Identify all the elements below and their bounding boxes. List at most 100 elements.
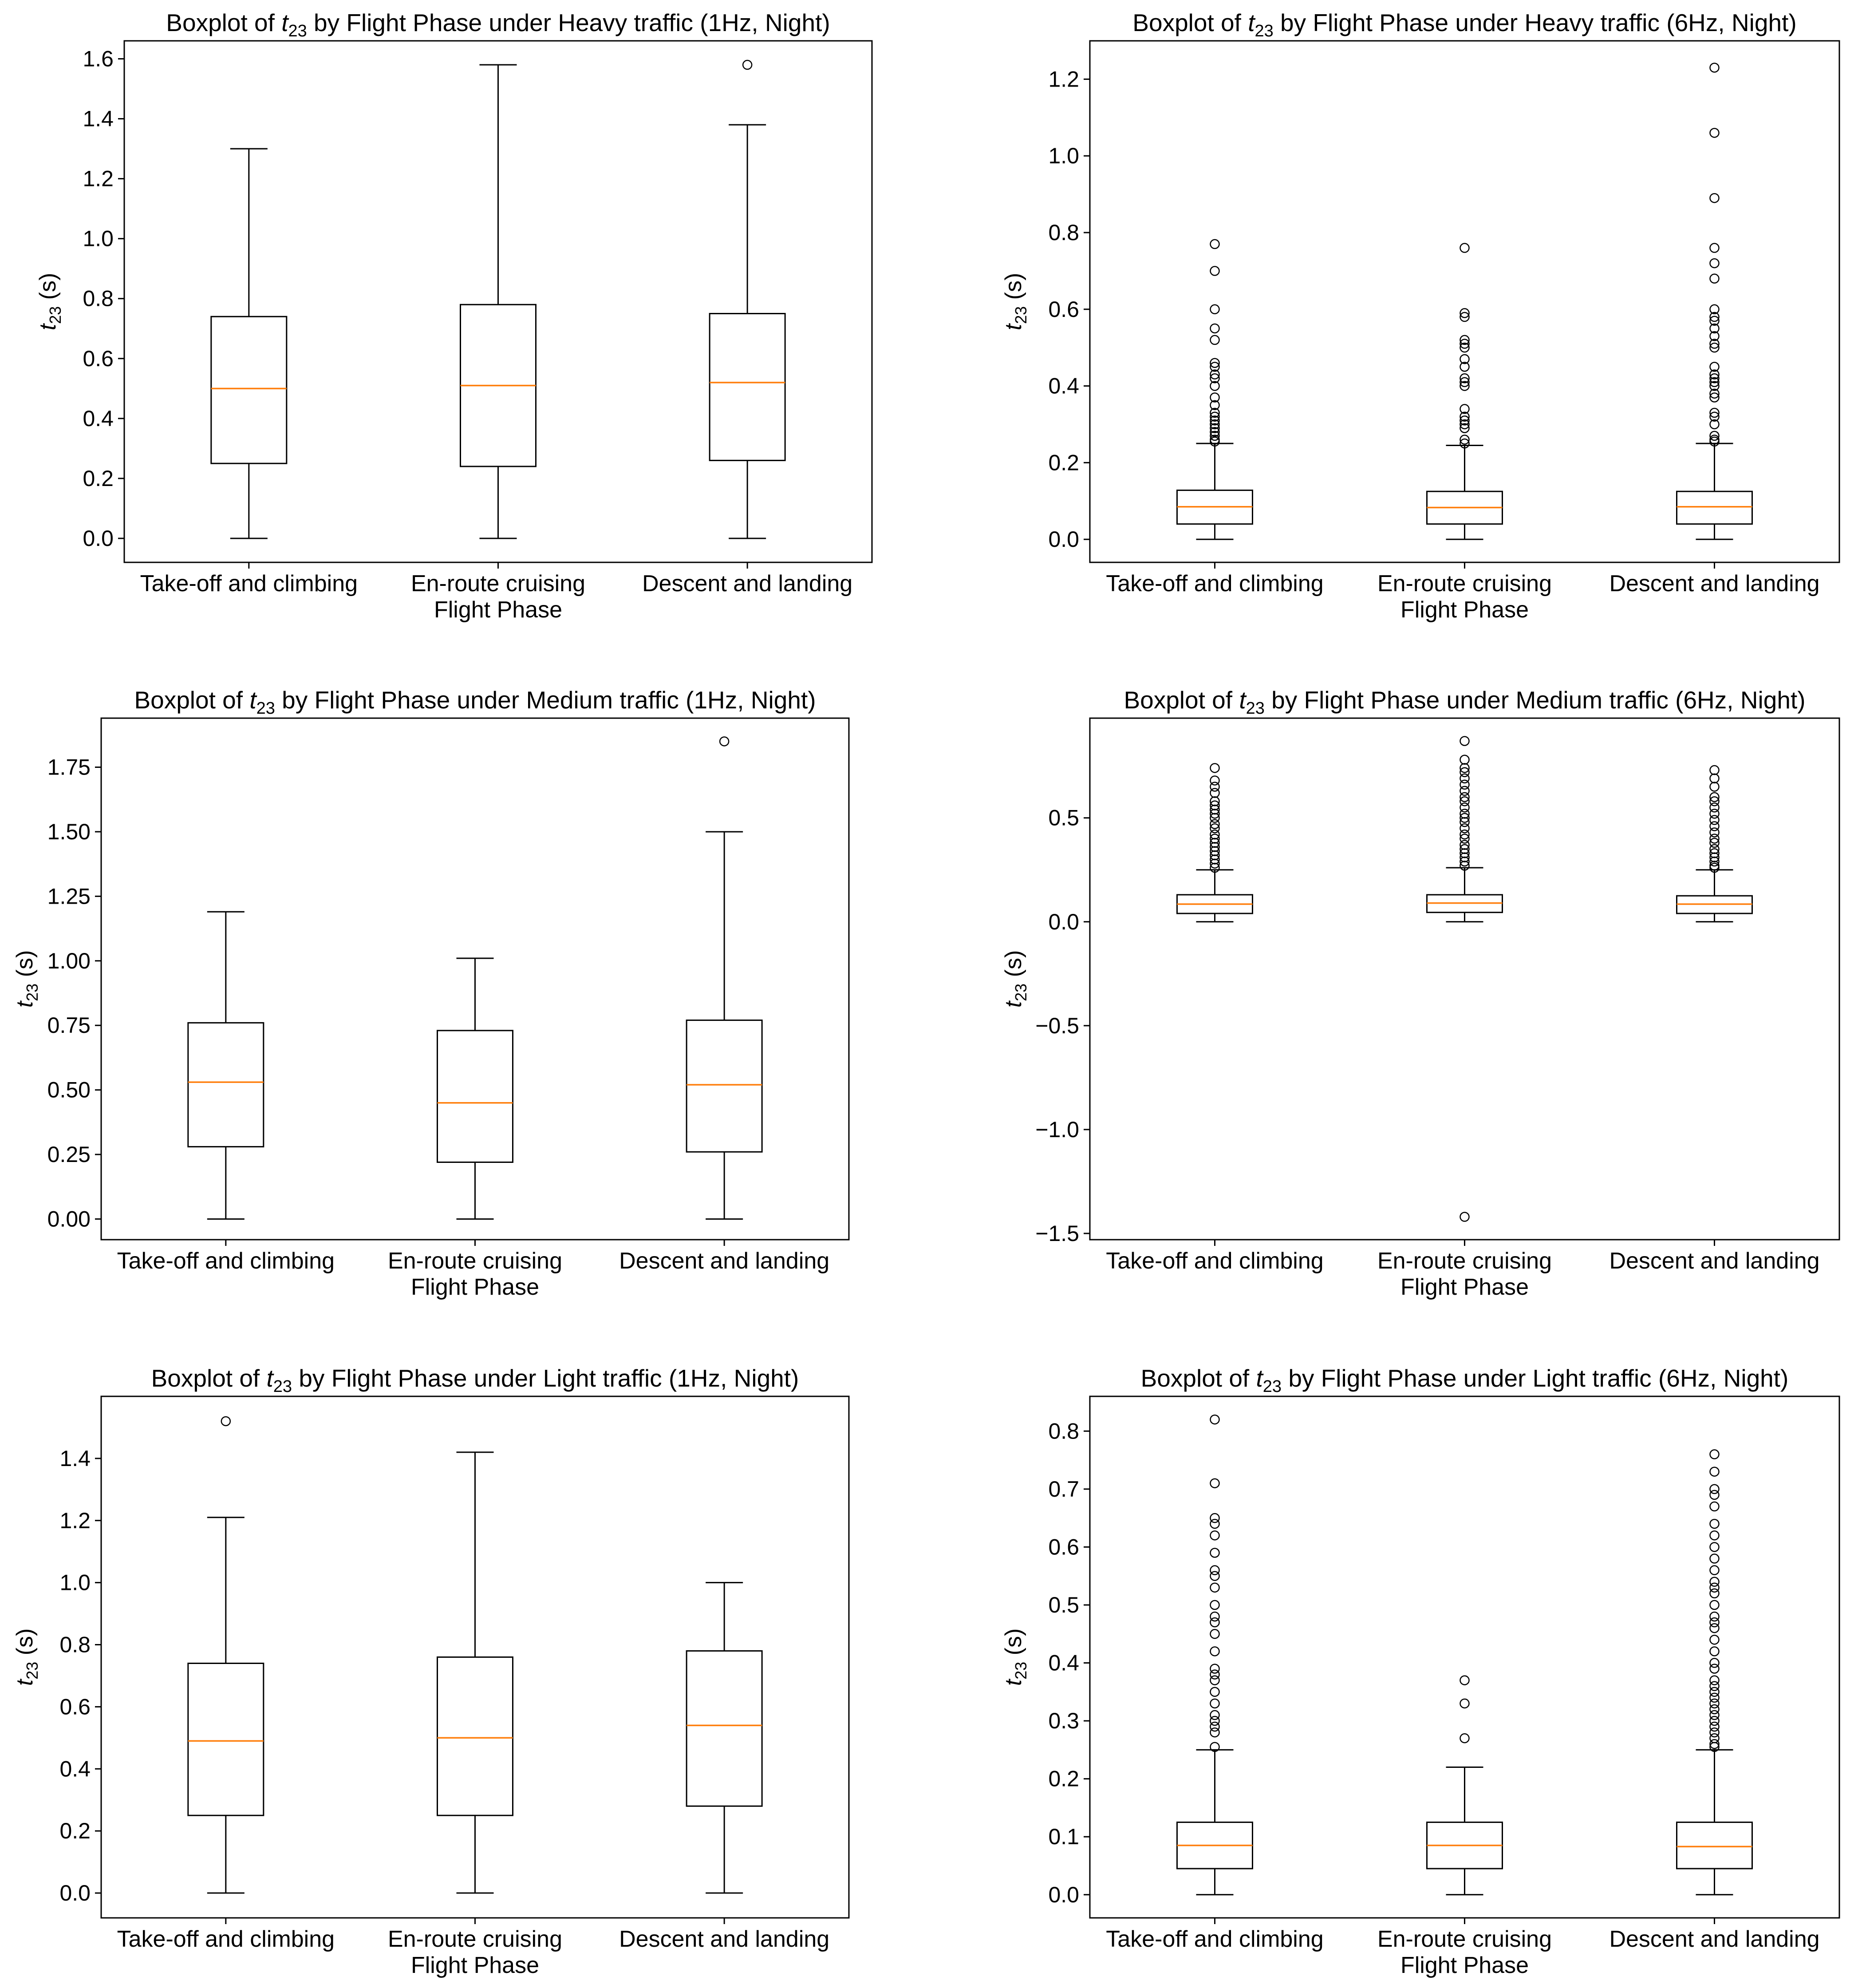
outlier-point bbox=[1709, 852, 1720, 862]
outlier-point bbox=[221, 1416, 231, 1427]
outlier-point bbox=[1210, 809, 1220, 819]
y-tick-label: 1.00 bbox=[47, 949, 91, 973]
outlier-point bbox=[1210, 1698, 1220, 1709]
outlier-point bbox=[1709, 1675, 1720, 1685]
outlier-point bbox=[1709, 827, 1720, 838]
outlier-point bbox=[1210, 1617, 1220, 1628]
outlier-point bbox=[1210, 842, 1220, 852]
outlier-point bbox=[1210, 1742, 1220, 1752]
plot-frame bbox=[100, 1395, 850, 1919]
outlier-point bbox=[1460, 335, 1470, 345]
outlier-point bbox=[1210, 775, 1220, 786]
title-symbol: t bbox=[249, 686, 257, 714]
outlier-point bbox=[1709, 1739, 1720, 1749]
x-tick-label: Take-off and climbing bbox=[140, 571, 358, 597]
outlier-point bbox=[1210, 400, 1220, 411]
y-tick-label: 1.4 bbox=[59, 1446, 91, 1471]
outlier-point bbox=[1210, 838, 1220, 848]
outlier-point bbox=[1460, 755, 1470, 765]
outlier-point bbox=[1709, 848, 1720, 858]
outlier-point bbox=[1709, 834, 1720, 844]
y-tick-label: 1.0 bbox=[1048, 143, 1079, 168]
outlier-point bbox=[1709, 1635, 1720, 1645]
x-axis-label: Flight Phase bbox=[1400, 1952, 1529, 1978]
chart-panel: Boxplot of t23 by Flight Phase under Med… bbox=[12, 686, 850, 1300]
y-axis-unit: (s) bbox=[35, 273, 61, 306]
outlier-point bbox=[1210, 829, 1220, 840]
outlier-point bbox=[1709, 1704, 1720, 1715]
outlier-point bbox=[1210, 239, 1220, 249]
outlier-point bbox=[1460, 840, 1470, 850]
y-axis-unit: (s) bbox=[1001, 273, 1026, 306]
outlier-point bbox=[1709, 388, 1720, 399]
box-iqr bbox=[210, 316, 288, 464]
outlier-point bbox=[1210, 846, 1220, 856]
plot-frame bbox=[1089, 717, 1840, 1241]
outlier-point bbox=[1460, 736, 1470, 746]
outlier-point bbox=[1460, 779, 1470, 790]
y-axis-label: t23 (s) bbox=[1001, 273, 1030, 331]
title-prefix: Boxplot of bbox=[1132, 9, 1248, 36]
box-iqr bbox=[1676, 490, 1753, 525]
outlier-point bbox=[1210, 1629, 1220, 1639]
y-tick-label: 0.8 bbox=[1048, 1419, 1079, 1443]
outlier-point bbox=[1210, 423, 1220, 433]
outlier-point bbox=[1709, 1577, 1720, 1587]
outlier-point bbox=[1210, 1664, 1220, 1674]
y-tick-label: 0.4 bbox=[83, 406, 114, 431]
x-tick-label: Take-off and climbing bbox=[117, 1248, 335, 1274]
title-subscript: 23 bbox=[288, 22, 307, 40]
outlier-point bbox=[1460, 852, 1470, 862]
chart-title: Boxplot of t23 by Flight Phase under Med… bbox=[1124, 686, 1805, 718]
outlier-point bbox=[1460, 411, 1470, 422]
y-tick-label: 0.5 bbox=[1048, 1593, 1079, 1617]
outlier-point bbox=[1709, 1611, 1720, 1622]
outlier-point bbox=[1709, 1490, 1720, 1500]
outlier-point bbox=[1460, 377, 1470, 387]
outlier-point bbox=[1460, 817, 1470, 827]
y-tick-label: 0.8 bbox=[59, 1632, 91, 1657]
box-group bbox=[1426, 736, 1503, 1222]
box-group bbox=[460, 64, 536, 539]
y-tick-label: 1.0 bbox=[59, 1570, 91, 1595]
chart-title: Boxplot of t23 by Flight Phase under Lig… bbox=[1141, 1364, 1789, 1396]
outlier-point bbox=[1709, 1687, 1720, 1697]
outlier-point bbox=[1460, 813, 1470, 823]
outlier-point bbox=[1709, 312, 1720, 322]
y-axis-unit: (s) bbox=[1001, 950, 1026, 984]
outlier-point bbox=[1460, 823, 1470, 834]
outlier-point bbox=[1709, 128, 1720, 138]
y-axis-subscript: 23 bbox=[1012, 306, 1030, 324]
outlier-point bbox=[1210, 1565, 1220, 1575]
title-symbol: t bbox=[281, 9, 289, 36]
y-tick-label: 0.2 bbox=[83, 466, 114, 491]
box-group bbox=[1676, 1449, 1753, 1896]
outlier-point bbox=[1709, 844, 1720, 854]
x-tick-label: Descent and landing bbox=[619, 1926, 829, 1952]
y-tick-label: 0.4 bbox=[59, 1756, 91, 1781]
box-group bbox=[437, 1451, 513, 1894]
y-axis-symbol: t bbox=[1001, 1678, 1026, 1686]
outlier-point bbox=[1460, 423, 1470, 433]
outlier-point bbox=[1210, 1582, 1220, 1593]
outlier-point bbox=[1460, 435, 1470, 445]
box-iqr bbox=[187, 1022, 264, 1148]
outlier-point bbox=[1709, 1715, 1720, 1726]
y-tick-label: 0.0 bbox=[59, 1881, 91, 1905]
y-tick-label: −1.0 bbox=[1035, 1117, 1079, 1142]
y-axis-symbol: t bbox=[12, 1000, 38, 1008]
outlier-point bbox=[1709, 773, 1720, 784]
outlier-point bbox=[1709, 362, 1720, 372]
title-prefix: Boxplot of bbox=[151, 1364, 267, 1392]
box-iqr bbox=[686, 1650, 763, 1807]
box-group bbox=[1426, 1675, 1503, 1896]
outlier-point bbox=[1709, 304, 1720, 315]
outlier-point bbox=[1709, 861, 1720, 871]
y-tick-label: 0.3 bbox=[1048, 1708, 1079, 1733]
x-tick-label: En-route cruising bbox=[1377, 1926, 1552, 1952]
y-tick-label: 0.2 bbox=[59, 1818, 91, 1843]
chart-panel: Boxplot of t23 by Flight Phase under Lig… bbox=[1001, 1364, 1840, 1978]
box-group bbox=[1176, 1414, 1253, 1896]
x-axis-label: Flight Phase bbox=[411, 1952, 539, 1978]
y-axis-subscript: 23 bbox=[46, 306, 64, 324]
